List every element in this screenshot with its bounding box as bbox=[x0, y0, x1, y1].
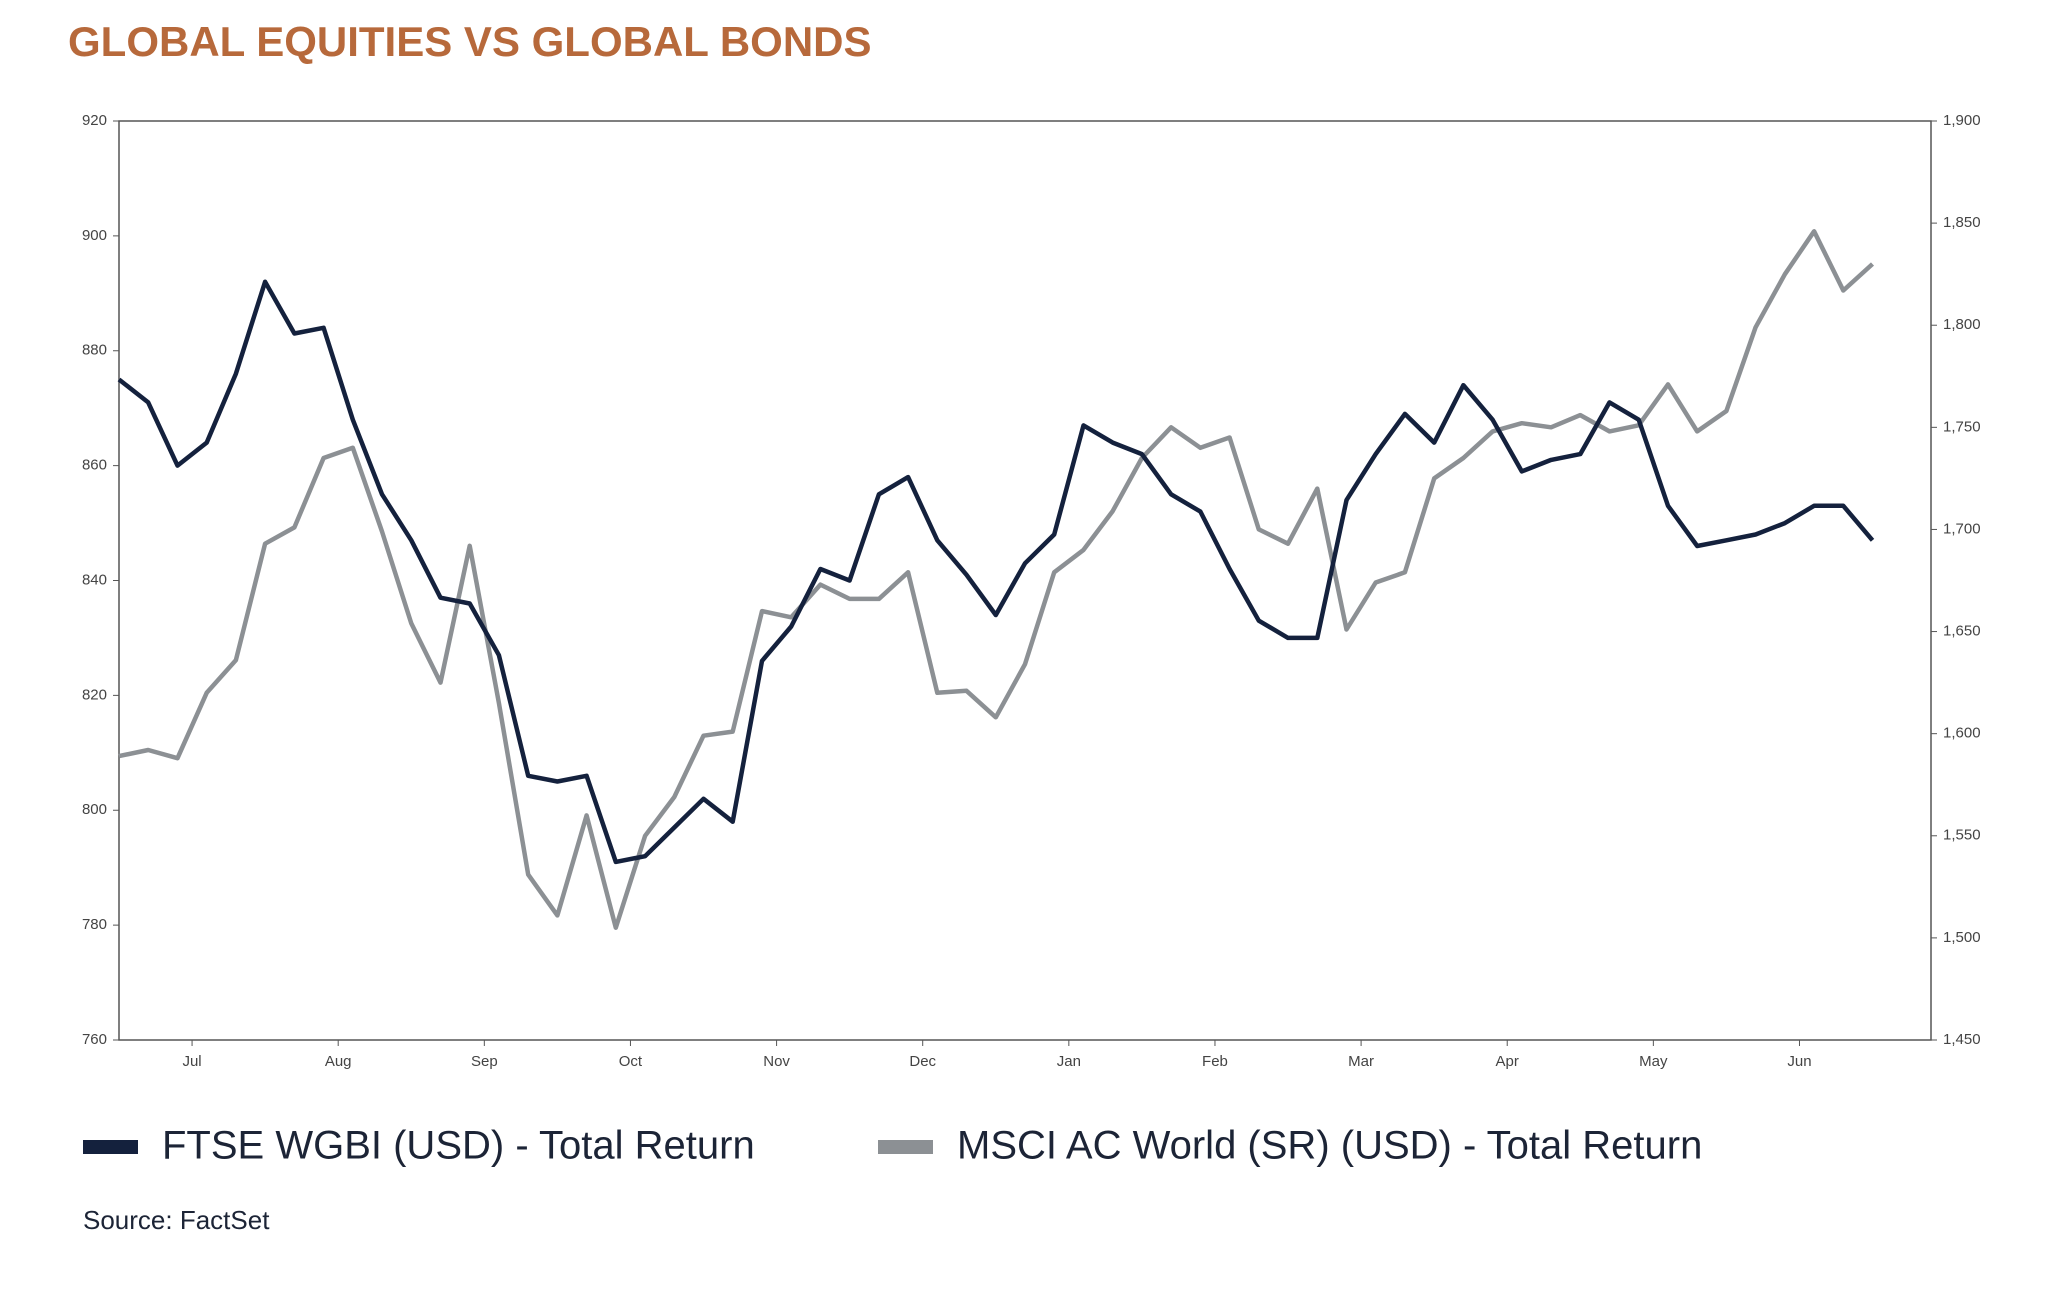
legend-swatch bbox=[83, 1140, 138, 1154]
y2-tick-label: 1,900 bbox=[1943, 112, 1981, 129]
y2-tick-label: 1,450 bbox=[1943, 1031, 1981, 1048]
y-tick-label: 800 bbox=[82, 801, 107, 818]
x-tick-label: Nov bbox=[763, 1053, 790, 1070]
y2-tick-label: 1,500 bbox=[1943, 929, 1981, 946]
y2-tick-label: 1,750 bbox=[1943, 418, 1981, 435]
x-tick-label: Sep bbox=[471, 1053, 498, 1070]
y-tick-label: 900 bbox=[82, 227, 107, 244]
x-tick-label: Oct bbox=[619, 1053, 643, 1070]
legend-swatch bbox=[878, 1140, 933, 1154]
x-tick-label: Jul bbox=[182, 1053, 201, 1070]
x-tick-label: Jun bbox=[1787, 1053, 1811, 1070]
legend-label: MSCI AC World (SR) (USD) - Total Return bbox=[957, 1124, 1702, 1168]
y-tick-label: 840 bbox=[82, 571, 107, 588]
y2-tick-label: 1,650 bbox=[1943, 623, 1981, 640]
x-tick-label: Jan bbox=[1057, 1053, 1081, 1070]
y-tick-label: 820 bbox=[82, 686, 107, 703]
y-tick-label: 880 bbox=[82, 342, 107, 359]
y-tick-label: 780 bbox=[82, 916, 107, 933]
y2-tick-label: 1,800 bbox=[1943, 316, 1981, 333]
y-tick-label: 860 bbox=[82, 457, 107, 474]
x-tick-label: Dec bbox=[909, 1053, 936, 1070]
y2-tick-label: 1,850 bbox=[1943, 214, 1981, 231]
y2-tick-label: 1,600 bbox=[1943, 725, 1981, 742]
y-tick-label: 920 bbox=[82, 112, 107, 129]
y-tick-label: 760 bbox=[82, 1031, 107, 1048]
source: Source: FactSet bbox=[83, 1205, 270, 1235]
plot-frame bbox=[118, 120, 1932, 1041]
legend-label: FTSE WGBI (USD) - Total Return bbox=[162, 1124, 755, 1168]
x-tick-label: Aug bbox=[325, 1053, 352, 1070]
y2-tick-label: 1,700 bbox=[1943, 520, 1981, 537]
x-tick-label: Apr bbox=[1496, 1053, 1519, 1070]
x-tick-label: May bbox=[1639, 1053, 1668, 1070]
y2-tick-label: 1,550 bbox=[1943, 827, 1981, 844]
x-tick-label: Feb bbox=[1202, 1053, 1228, 1070]
series-line bbox=[118, 229, 1875, 930]
chart-title: GLOBAL EQUITIES VS GLOBAL BONDS bbox=[68, 18, 872, 65]
series-line bbox=[117, 279, 1875, 865]
x-tick-label: Mar bbox=[1348, 1053, 1374, 1070]
